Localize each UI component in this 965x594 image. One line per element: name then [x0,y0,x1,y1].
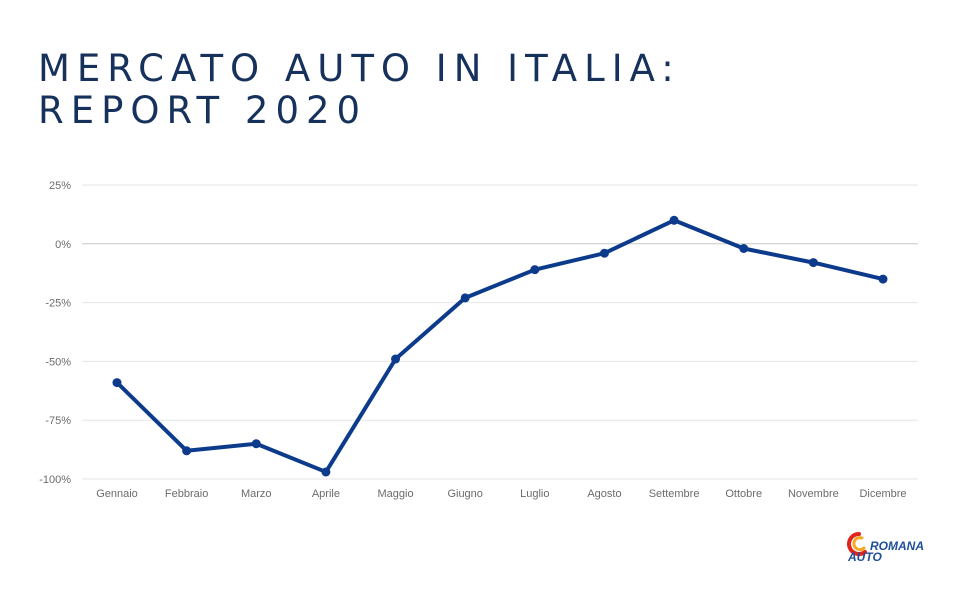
data-point [669,215,679,225]
x-tick-label: Novembre [788,488,839,500]
data-point [878,274,888,284]
y-tick-label: -75% [45,415,71,427]
data-point [112,378,122,388]
y-tick-label: 0% [55,239,71,251]
title-line-2: REPORT 2020 [38,89,368,132]
series-line [115,218,885,474]
data-point [739,244,749,254]
y-axis-ticks: 25% 0% -25% -50% -75% -100% [39,180,71,486]
logo-line-1: ROMANA [870,539,924,553]
x-tick-label: Luglio [520,488,549,500]
romana-auto-logo [847,532,867,556]
x-tick-label: Agosto [587,488,621,500]
x-tick-label: Aprile [312,488,340,500]
data-point [391,354,401,364]
data-point [460,293,470,303]
y-tick-label: -25% [45,298,71,310]
x-axis-ticks: Gennaio Febbraio Marzo Aprile Maggio Giugno Lu… [96,488,906,500]
data-point [251,439,261,449]
data-point [808,258,818,268]
data-point [530,265,540,275]
y-tick-label: -100% [39,474,71,486]
x-tick-label: Giugno [447,488,482,500]
logo-line-2: AUTO [848,550,882,564]
grid-lines [82,184,918,480]
x-tick-label: Marzo [241,488,272,500]
y-tick-label: 25% [49,180,71,192]
logo-text: ROMANA AUTO [848,539,924,564]
x-tick-label: Dicembre [859,488,906,500]
series-layer [112,215,888,477]
page-title: MERCATO AUTO IN ITALIA: REPORT 2020 [38,48,681,132]
data-point [321,467,331,477]
data-point [599,248,609,258]
x-tick-label: Febbraio [165,488,208,500]
data-point [182,446,192,456]
x-tick-label: Ottobre [725,488,762,500]
x-tick-label: Gennaio [96,488,138,500]
x-tick-label: Settembre [649,488,700,500]
x-tick-label: Maggio [378,488,414,500]
y-tick-label: -50% [45,356,71,368]
title-line-1: MERCATO AUTO IN ITALIA: [38,47,681,90]
